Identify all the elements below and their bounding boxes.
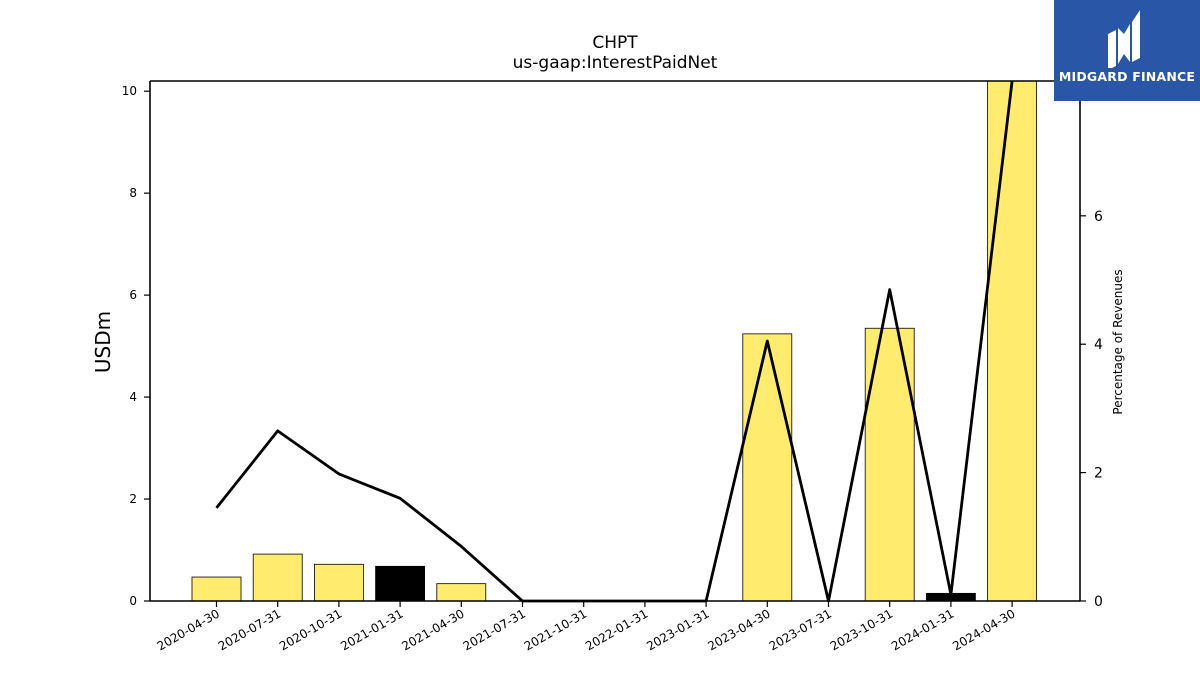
x-tick-label: 2022-01-31 [583,606,650,653]
y2-tick-label: 2 [1094,466,1103,482]
y-tick-label: 0 [129,594,137,608]
bar-2024-04-30 [987,80,1037,602]
y2-tick-label: 6 [1094,209,1103,225]
axes [149,80,1081,602]
chart-title: CHPT [592,33,638,53]
x-tick-label: 2024-04-30 [950,606,1017,653]
x-tick-label: 2021-04-30 [399,606,466,653]
y2-tick-label: 0 [1094,594,1103,610]
y-tick-label: 2 [129,492,137,506]
y-tick-label: 6 [129,288,137,302]
x-axis-ticks: 2020-04-302020-07-312020-10-312021-01-31… [155,601,1018,653]
chart-subtitle: us-gaap:InterestPaidNet [513,53,718,73]
y-tick-label: 10 [122,84,137,98]
x-tick-label: 2023-07-31 [767,606,834,653]
x-tick-label: 2020-10-31 [277,606,344,653]
x-tick-label: 2021-01-31 [338,606,405,653]
y-tick-label: 8 [129,186,137,200]
y2-axis-label: Percentage of Revenues [1111,269,1125,414]
brand-logo: MIDGARD FINANCE [1054,0,1200,101]
bar-2020-10-31 [313,563,364,602]
x-tick-label: 2021-07-31 [461,606,528,653]
x-tick-label: 2023-04-30 [705,606,772,653]
x-tick-label: 2024-01-31 [889,606,956,653]
x-tick-label: 2021-10-31 [522,606,589,653]
x-tick-label: 2020-07-31 [216,606,283,653]
x-tick-label: 2023-10-31 [828,606,895,653]
midgard-logo-icon [1108,10,1140,68]
brand-name: MIDGARD FINANCE [1058,69,1196,84]
bar-2021-04-30 [436,583,487,602]
bar-2021-01-31 [375,565,426,602]
bar-2020-07-31 [252,553,303,602]
bar-2023-04-30 [742,333,793,602]
y2-tick-label: 4 [1094,337,1103,353]
x-tick-label: 2020-04-30 [155,606,222,653]
y-axis-label: USDm [91,311,115,373]
x-tick-label: 2023-01-31 [644,606,711,653]
y-axis-ticks: 0 2 4 6 8 10 [122,84,150,608]
bar-2020-04-30 [191,576,242,602]
bar-series [191,80,1037,602]
y-tick-label: 4 [129,390,137,404]
